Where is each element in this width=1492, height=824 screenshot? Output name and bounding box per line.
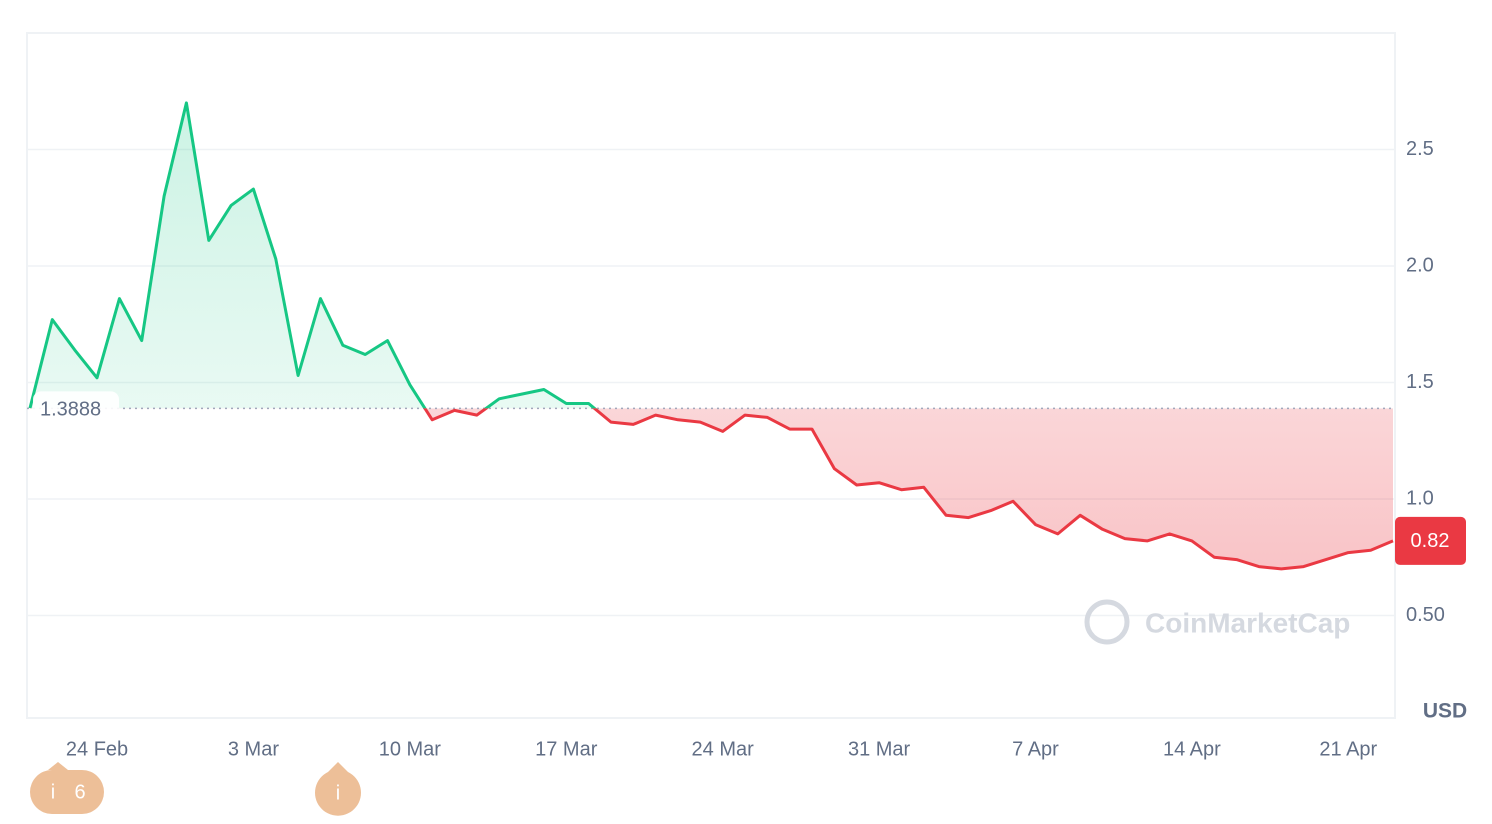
y-tick-label: 2.0 bbox=[1406, 254, 1434, 276]
event-marker[interactable]: i 6 bbox=[30, 762, 104, 814]
x-tick-label: 10 Mar bbox=[379, 738, 442, 760]
baseline-label-bg bbox=[33, 391, 119, 426]
watermark-text: CoinMarketCap bbox=[1145, 607, 1350, 638]
y-tick-label: 1.5 bbox=[1406, 371, 1434, 393]
baseline-label: 1.3888 bbox=[40, 399, 101, 421]
x-tick-label: 14 Apr bbox=[1163, 738, 1221, 760]
y-tick-label: 1.0 bbox=[1406, 487, 1434, 509]
y-tick-label: 2.5 bbox=[1406, 138, 1434, 160]
area-above bbox=[30, 102, 595, 409]
watermark-logo bbox=[1084, 599, 1130, 645]
area-below bbox=[30, 408, 1393, 569]
x-tick-label: 21 Apr bbox=[1319, 738, 1377, 760]
x-tick-label: 17 Mar bbox=[535, 738, 598, 760]
event-icon: i bbox=[336, 782, 340, 804]
watermark: CoinMarketCap bbox=[1084, 599, 1350, 645]
event-count: 6 bbox=[74, 781, 85, 803]
plot-frame bbox=[26, 32, 1396, 719]
x-tick-label: 31 Mar bbox=[848, 738, 911, 760]
event-icon: i bbox=[51, 781, 55, 803]
price-tag-label: 0.82 bbox=[1411, 530, 1450, 552]
price-line-up bbox=[28, 101, 597, 409]
x-tick-label: 24 Mar bbox=[692, 738, 755, 760]
price-line-down bbox=[31, 408, 1394, 571]
x-tick-label: 3 Mar bbox=[228, 738, 279, 760]
currency-label: USD bbox=[1423, 700, 1467, 723]
x-tick-label: 24 Feb bbox=[66, 738, 128, 760]
x-tick-label: 7 Apr bbox=[1012, 738, 1059, 760]
y-tick-label: 0.50 bbox=[1406, 604, 1445, 626]
event-marker[interactable]: i bbox=[315, 762, 361, 816]
price-tag bbox=[1395, 516, 1466, 565]
